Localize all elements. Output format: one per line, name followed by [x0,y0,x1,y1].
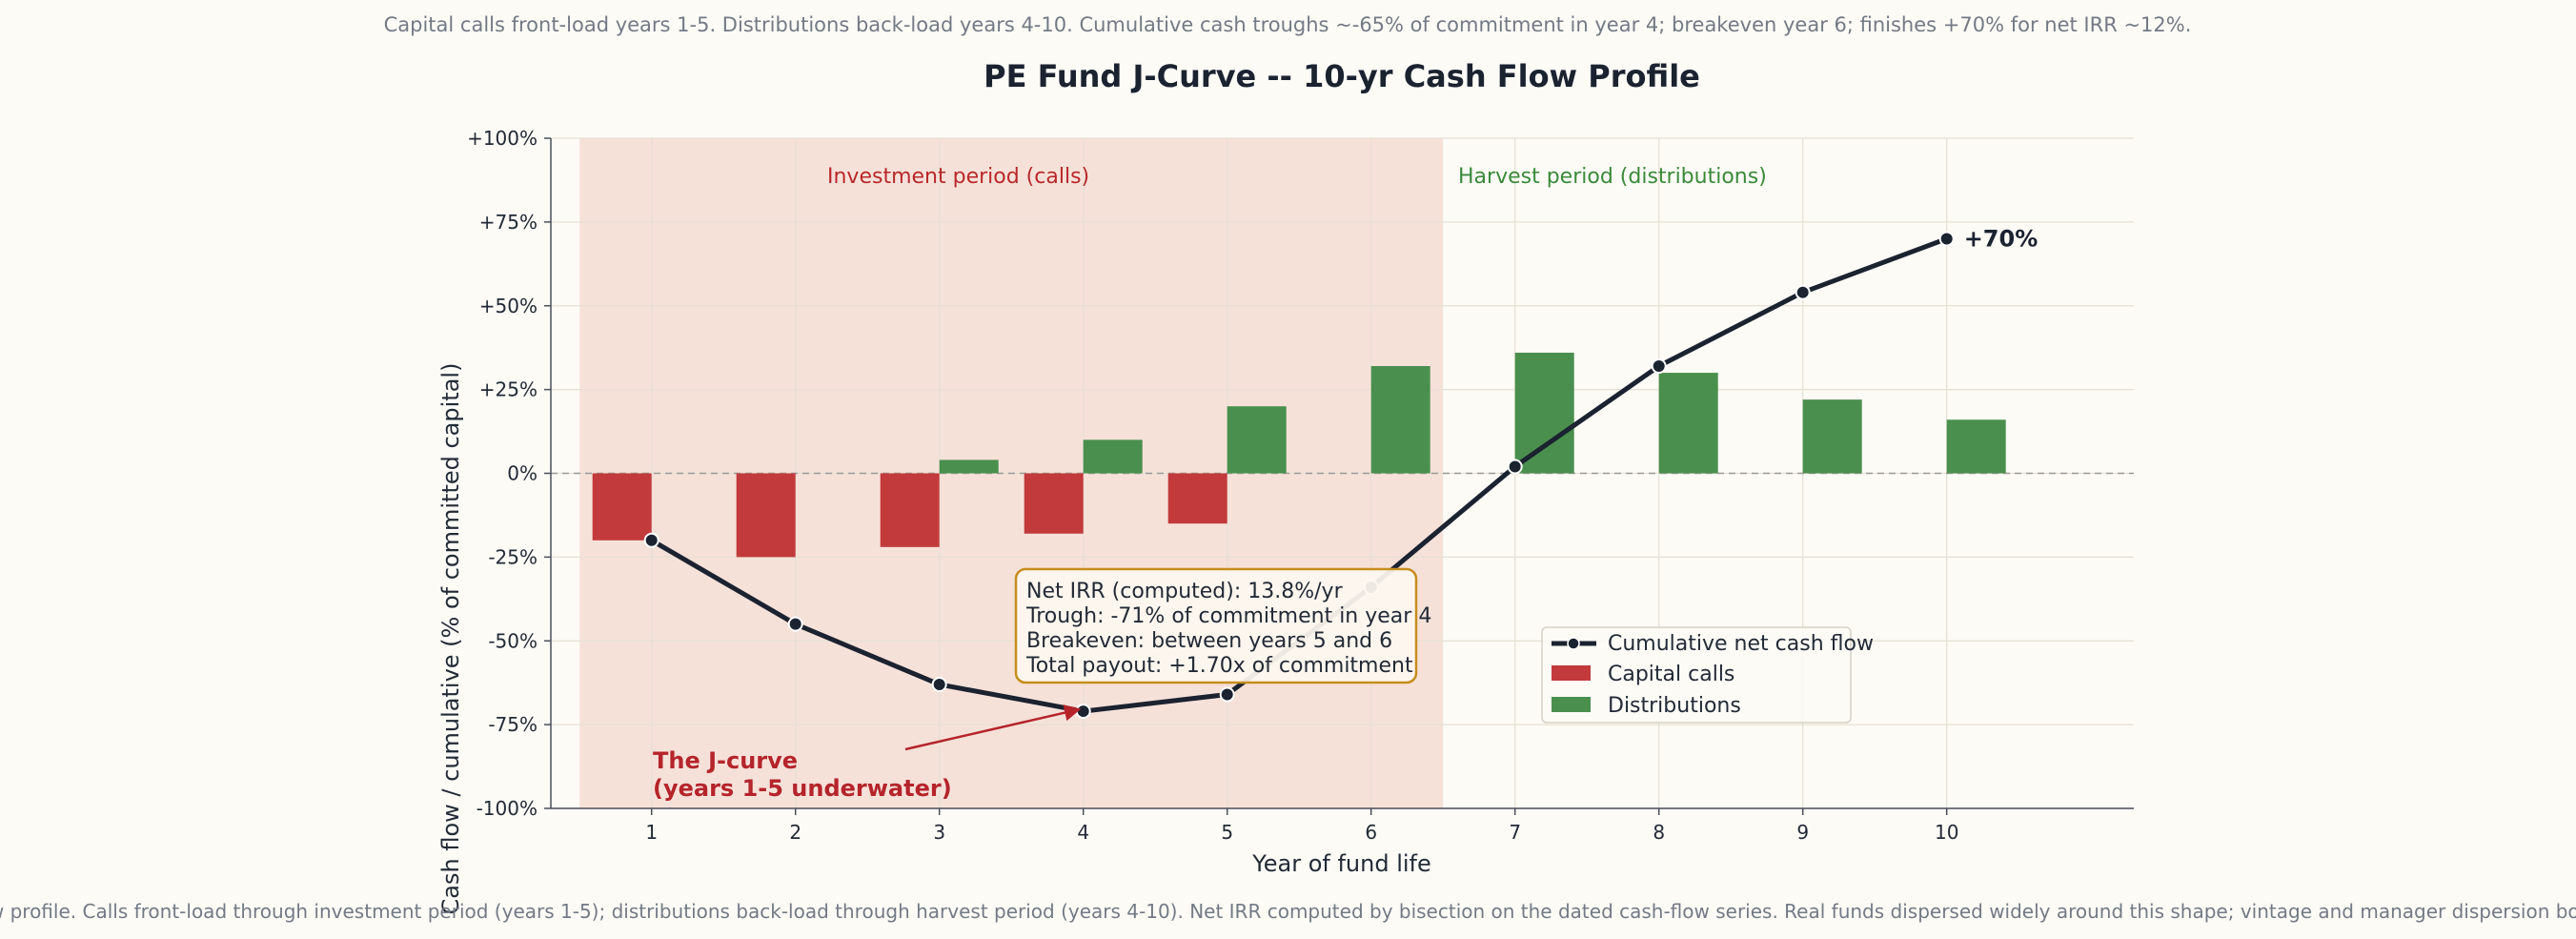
j-curve-annotation-line: (years 1-5 underwater) [653,775,952,802]
stats-box-line: Total payout: +1.70x of commitment [1025,654,1413,678]
y-tick-label: -25% [488,545,538,568]
legend-label-distributions: Distributions [1608,694,1741,718]
x-tick-label: 8 [1653,821,1665,844]
cumulative-point-year-8 [1651,358,1667,375]
cumulative-point-year-1 [643,532,659,548]
distribution-bar-year-5 [1227,406,1287,474]
capital-call-bar-year-3 [880,473,940,547]
j-curve-annotation-line: The J-curve [653,747,798,774]
legend-box [1541,626,1852,724]
y-tick-label: +50% [479,295,538,317]
y-tick-label: -100% [477,797,538,820]
cumulative-point-year-10 [1938,231,1955,247]
x-tick-label: 2 [789,821,801,844]
chart-title: PE Fund J-Curve -- 10-yr Cash Flow Profi… [984,58,1700,94]
y-tick-label: +100% [467,127,538,150]
stats-box-line: Net IRR (computed): 13.8%/yr [1026,580,1344,603]
x-tick-label: 9 [1796,821,1809,844]
y-tick-label: +75% [479,211,538,234]
capital-call-bar-year-5 [1167,473,1227,524]
legend-label-capital-calls: Capital calls [1608,663,1734,686]
x-tick-label: 1 [645,821,658,844]
cumulative-point-year-5 [1219,686,1235,703]
legend-swatch-distributions [1552,697,1591,712]
capital-call-bar-year-1 [592,473,652,541]
cumulative-point-year-3 [931,676,947,692]
x-tick-label: 5 [1221,821,1233,844]
cumulative-point-year-9 [1795,284,1811,300]
x-tick-label: 4 [1077,821,1089,844]
legend-swatch-cumulative-marker [1567,637,1580,650]
y-tick-label: +25% [479,378,538,401]
stats-box-line: Trough: -71% of commitment in year 4 [1025,604,1431,628]
legend-swatch-capital-calls [1552,665,1591,681]
end-value-label: +70% [1964,225,2038,252]
chart-subtitle: Capital calls front-load years 1-5. Dist… [384,13,2192,36]
capital-call-bar-year-2 [736,473,796,558]
distribution-bar-year-4 [1083,439,1143,474]
distribution-bar-year-10 [1946,419,2006,474]
capital-call-bar-year-4 [1024,473,1084,534]
chart-footnote: Stylised cash-flow profile. Calls front-… [0,900,2576,923]
stats-box-line: Breakeven: between years 5 and 6 [1026,629,1392,653]
x-tick-label: 3 [933,821,945,844]
x-tick-label: 7 [1509,821,1521,844]
cumulative-point-year-2 [787,616,803,632]
distribution-bar-year-9 [1802,399,1862,474]
x-axis-label: Year of fund life [1251,850,1431,877]
investment-period-label: Investment period (calls) [827,165,1089,189]
distribution-bar-year-3 [939,459,999,474]
y-tick-label: -50% [488,629,538,652]
x-tick-label: 10 [1935,821,1958,844]
y-tick-label: 0% [507,462,538,485]
j-curve-arrow [904,704,1082,751]
cumulative-point-year-7 [1507,459,1523,475]
y-tick-label: -75% [488,713,538,736]
y-axis-label: Cash flow / cumulative (% of committed c… [437,363,464,915]
plot-area: +100% +75% +50% +25% 0% -25% -50% -75% -100% 1 2 3 4… [467,127,2134,844]
harvest-period-label: Harvest period (distributions) [1458,165,1767,189]
distribution-bar-year-8 [1658,373,1718,474]
distribution-bar-year-6 [1370,366,1430,474]
legend-label-cumulative: Cumulative net cash flow [1608,632,1874,656]
distribution-bar-year-7 [1514,352,1574,474]
x-tick-label: 6 [1365,821,1377,844]
cumulative-point-year-4 [1075,704,1091,720]
stats-box [1014,567,1418,684]
